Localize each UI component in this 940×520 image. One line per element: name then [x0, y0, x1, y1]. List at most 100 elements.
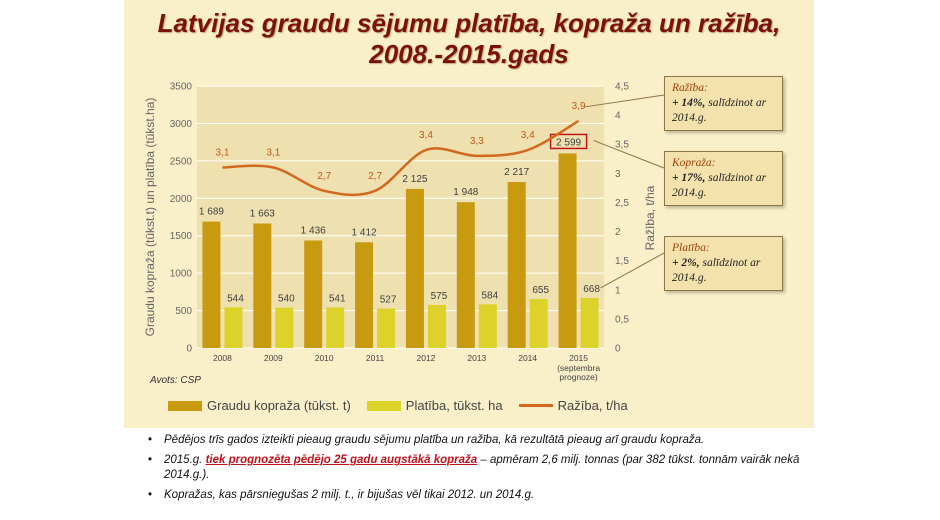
callout-pointer-platiba [600, 252, 665, 289]
y2-tick-label: 3,5 [615, 140, 629, 151]
line-label-raziba: 3,4 [419, 130, 433, 141]
x-tick-label: 2009 [264, 353, 283, 363]
line-raziba [222, 119, 580, 197]
callout-platiba-head: Platība: [672, 242, 710, 254]
bar-platiba [377, 308, 396, 348]
callout-platiba: Platība: + 2%, salīdzinot ar 2014.g. [664, 236, 783, 291]
x-tick-label: 2015 [569, 353, 588, 363]
bar-kopraza [253, 223, 272, 348]
bar-label-kopraza: 1 412 [352, 227, 377, 238]
line-label-raziba: 3,1 [215, 148, 229, 159]
y-tick-label: 2500 [170, 156, 193, 167]
callout-raziba-change: + 14%, [672, 97, 706, 109]
bar-kopraza [507, 182, 526, 348]
y2-tick-label: 3 [615, 169, 621, 180]
legend-label-platiba: Platība, tūkst. ha [405, 398, 503, 413]
legend-item-platiba: Platība, tūkst. ha [366, 398, 503, 413]
callout-raziba: Ražība: + 14%, salīdzinot ar 2014.g. [664, 76, 783, 131]
x-tick-sublabel: (septembra [557, 363, 600, 373]
callout-kopraza: Kopraža: + 17%, salīdzinot ar 2014.g. [664, 151, 783, 206]
y-tick-label: 3500 [170, 82, 193, 93]
callout-platiba-text: salīdzinot ar 2014.g. [672, 257, 761, 284]
note-3-text: Kopražas, kas pārsniegušas 2 milj. t., i… [164, 489, 535, 501]
y2-tick-label: 0,5 [615, 314, 629, 325]
bar-label-kopraza: 1 948 [453, 187, 478, 198]
bar-label-kopraza: 1 436 [301, 226, 326, 237]
bar-kopraza [355, 242, 374, 348]
page-title: Latvijas graudu sējumu platība, kopraža … [157, 8, 781, 69]
highlight-box [549, 133, 588, 150]
bar-label-platiba: 527 [380, 295, 397, 306]
line-label-raziba: 3,9 [572, 101, 586, 112]
bar-label-kopraza: 1 663 [250, 209, 275, 220]
bar-label-platiba: 668 [583, 284, 600, 295]
bar-label-platiba: 544 [227, 293, 244, 304]
note-item-2: 2015.g. tiek prognozēta pēdējo 25 gadu a… [148, 453, 800, 483]
y2-tick-label: 4 [615, 111, 621, 122]
callout-kopraza-text: salīdzinot ar 2014.g. [672, 172, 767, 199]
callout-pointer-raziba [584, 94, 665, 108]
line-label-raziba: 2,7 [368, 171, 382, 182]
bar-label-platiba: 540 [278, 294, 295, 305]
legend-swatch-platiba [366, 400, 401, 411]
note-2-highlight: tiek prognozēta pēdējo 25 gadu augstākā … [205, 454, 478, 466]
bar-kopraza [405, 188, 424, 348]
bar-kopraza [304, 240, 323, 348]
legend-swatch-kopraza [168, 400, 202, 411]
bar-label-platiba: 584 [481, 290, 498, 301]
callout-raziba-text: salīdzinot ar 2014.g. [672, 97, 767, 124]
line-label-raziba: 3,4 [521, 130, 535, 141]
note-item-1: Pēdējos trīs gados izteikti pieaug graud… [148, 433, 800, 448]
y2-tick-label: 0 [615, 344, 621, 355]
callout-kopraza-change: + 17%, [672, 172, 706, 184]
slide: Latvijas graudu sējumu platība, kopraža … [124, 0, 814, 520]
y-tick-label: 2000 [170, 194, 193, 205]
x-tick-label: 2008 [213, 353, 232, 363]
notes-panel: Pēdējos trīs gados izteikti pieaug graud… [124, 428, 814, 520]
y-tick-label: 1500 [170, 231, 193, 242]
bar-kopraza [558, 153, 577, 348]
bar-platiba [478, 304, 497, 348]
legend-label-kopraza: Graudu kopraža (tūkst. t) [207, 398, 351, 413]
callout-raziba-head: Ražība: [672, 82, 708, 94]
bar-label-platiba: 541 [329, 294, 346, 305]
y2-tick-label: 1 [615, 285, 621, 296]
bar-label-platiba: 575 [431, 291, 448, 302]
source-note: Avots: CSP [150, 375, 201, 386]
y-axis-title: Graudu kopraža (tūkst.t) un platība (tūk… [143, 98, 157, 337]
x-tick-label: 2014 [518, 353, 537, 363]
bar-label-kopraza: 1 689 [199, 207, 224, 218]
bar-platiba [275, 307, 294, 348]
legend-swatch-raziba [518, 404, 553, 407]
combo-chart: 0 500 1000 1500 2000 2500 3000 3500 0 0,5 1 1,5 2 2,5… [143, 82, 665, 382]
note-item-3: Kopražas, kas pārsniegušas 2 milj. t., i… [148, 488, 800, 503]
bar-platiba [224, 307, 243, 348]
bar-label-kopraza: 2 599 [556, 137, 581, 148]
y2-tick-label: 2 [615, 227, 621, 238]
callout-pointer-kopraza [593, 139, 665, 169]
y2-tick-label: 1,5 [615, 256, 629, 267]
chart-legend: Graudu kopraža (tūkst. t) Platība, tūkst… [168, 398, 644, 413]
bar-kopraza [202, 221, 221, 348]
y-tick-label: 3000 [170, 119, 193, 130]
bar-platiba [529, 298, 548, 348]
bar-label-kopraza: 2 217 [504, 167, 529, 178]
bar-label-kopraza: 2 125 [402, 174, 427, 185]
notes-list: Pēdējos trīs gados izteikti pieaug graud… [124, 433, 814, 503]
line-label-raziba: 3,1 [266, 148, 280, 159]
x-tick-label: 2010 [315, 353, 334, 363]
y2-axis-title: Ražība, t/ha [643, 185, 657, 250]
x-tick-sublabel: prognoze) [559, 372, 597, 382]
x-tick-label: 2012 [416, 353, 435, 363]
note-2-pre: 2015.g. [164, 454, 206, 466]
note-2-post: – apmēram 2,6 milj. tonnas (par 382 tūks… [164, 454, 800, 481]
bar-platiba [580, 297, 599, 348]
legend-label-raziba: Ražība, t/ha [557, 398, 628, 413]
line-label-raziba: 2,7 [317, 171, 331, 182]
x-tick-label: 2013 [467, 353, 486, 363]
bar-label-platiba: 655 [532, 285, 549, 296]
bar-kopraza [456, 202, 475, 348]
bar-platiba [326, 307, 345, 348]
x-tick-label: 2011 [366, 353, 385, 363]
callout-kopraza-head: Kopraža: [672, 157, 716, 169]
